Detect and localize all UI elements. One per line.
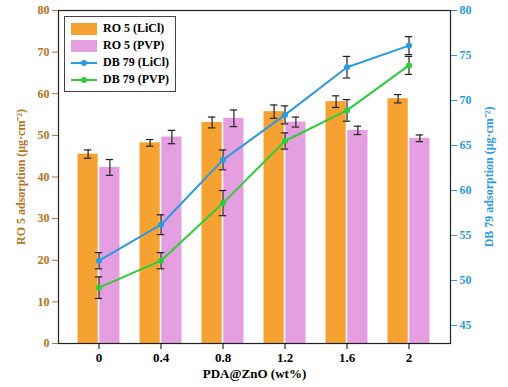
svg-text:PDA@ZnO (wt%): PDA@ZnO (wt%) bbox=[203, 366, 306, 381]
svg-text:30: 30 bbox=[38, 211, 50, 225]
svg-text:75: 75 bbox=[460, 48, 472, 62]
svg-text:2: 2 bbox=[406, 350, 413, 365]
html-text:DB 79 (PVP): DB 79 (PVP) bbox=[103, 72, 169, 86]
svg-text:0: 0 bbox=[96, 350, 103, 365]
svg-text:80: 80 bbox=[460, 3, 472, 17]
svg-text:RO 5 adsorption (μg·cm⁻²): RO 5 adsorption (μg·cm⁻²) bbox=[14, 109, 28, 245]
svg-text:70: 70 bbox=[38, 45, 50, 59]
svg-text:50: 50 bbox=[38, 128, 50, 142]
svg-text:20: 20 bbox=[38, 253, 50, 267]
svg-text:70: 70 bbox=[460, 93, 472, 107]
svg-text:55: 55 bbox=[460, 228, 472, 242]
svg-text:0: 0 bbox=[44, 336, 50, 350]
svg-text:60: 60 bbox=[38, 87, 50, 101]
svg-text:60: 60 bbox=[460, 183, 472, 197]
svg-text:DB 79 adsorption (μg·cm⁻²): DB 79 adsorption (μg·cm⁻²) bbox=[482, 107, 496, 248]
svg-text:10: 10 bbox=[38, 295, 50, 309]
html-text:RO 5 (PVP): RO 5 (PVP) bbox=[103, 38, 165, 52]
svg-text:40: 40 bbox=[38, 170, 50, 184]
svg-text:1.2: 1.2 bbox=[277, 350, 293, 365]
svg-text:0.4: 0.4 bbox=[153, 350, 170, 365]
svg-text:45: 45 bbox=[460, 318, 472, 332]
svg-text:65: 65 bbox=[460, 138, 472, 152]
svg-text:1.6: 1.6 bbox=[339, 350, 356, 365]
svg-text:50: 50 bbox=[460, 273, 472, 287]
html-text:DB 79 (LiCl): DB 79 (LiCl) bbox=[103, 55, 169, 69]
svg-text:80: 80 bbox=[38, 3, 50, 17]
svg-text:0.8: 0.8 bbox=[215, 350, 232, 365]
html-text:RO 5 (LiCl): RO 5 (LiCl) bbox=[103, 21, 165, 35]
